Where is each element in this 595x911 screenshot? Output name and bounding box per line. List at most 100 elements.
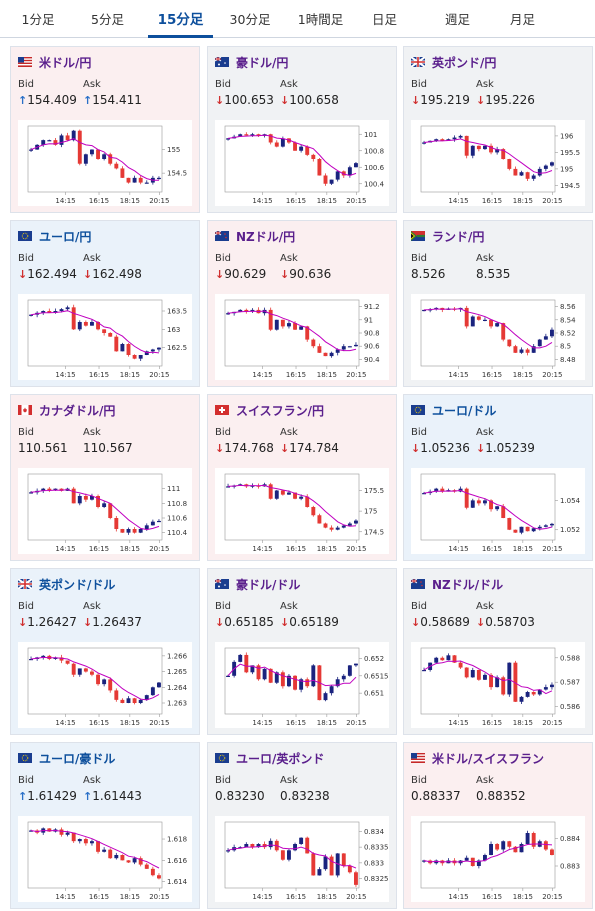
rate-card[interactable]: 豪ドル/円 Bid Ask ↓100.653 ↓100.658 101 100.8… bbox=[207, 46, 397, 213]
ask-number: 1.26437 bbox=[92, 615, 142, 629]
candle-body bbox=[470, 500, 475, 508]
candle-body bbox=[59, 657, 64, 661]
bid-value: 0.83230 bbox=[215, 789, 265, 803]
candle-body bbox=[347, 346, 352, 348]
candle-chart[interactable]: 0.652 0.6515 0.651 14:15 16:15 18:15 20:15 bbox=[215, 642, 389, 728]
pair-name[interactable]: NZドル/円 bbox=[236, 229, 296, 244]
tab-6[interactable]: 週足 bbox=[444, 12, 470, 27]
tab-3[interactable]: 30分足 bbox=[229, 12, 271, 27]
rate-card[interactable]: 米ドル/円 Bid Ask ↑154.409 ↑154.411 155 154.5… bbox=[10, 46, 200, 213]
candle-chart[interactable]: 196 195.5 195 194.5 14:15 16:15 18:15 20:15 bbox=[411, 120, 585, 206]
candle-body bbox=[280, 490, 285, 495]
candle-chart[interactable]: 1.266 1.265 1.264 1.263 14:15 16:15 18:15 20:15 bbox=[18, 642, 192, 728]
rate-card[interactable]: 豪ドル/ドル Bid Ask ↓0.65185 ↓0.65189 0.652 0.… bbox=[207, 568, 397, 735]
candle-body bbox=[83, 322, 88, 326]
candle-body bbox=[138, 699, 143, 703]
pair-name[interactable]: ユーロ/豪ドル bbox=[39, 751, 116, 766]
rate-card[interactable]: NZドル/ドル Bid Ask ↓0.58689 ↓0.58703 0.588 0… bbox=[403, 568, 593, 735]
x-tick-label: 14:15 bbox=[55, 719, 75, 727]
pair-name[interactable]: スイスフラン/円 bbox=[236, 403, 325, 418]
pair-name[interactable]: ユーロ/ドル bbox=[432, 403, 497, 418]
tab-7[interactable]: 月足 bbox=[509, 12, 535, 27]
candle-body bbox=[268, 309, 273, 330]
candle-body bbox=[41, 488, 46, 491]
rate-card[interactable]: 英ポンド/円 Bid Ask ↓195.219 ↓195.226 196 195.… bbox=[403, 46, 593, 213]
candle-body bbox=[29, 149, 33, 151]
tab-2[interactable]: 15分足 bbox=[148, 0, 213, 38]
candle-body bbox=[102, 329, 107, 333]
rate-card[interactable]: NZドル/円 Bid Ask ↓90.629 ↓90.636 91.2 91 90.… bbox=[207, 220, 397, 387]
pair-name[interactable]: ランド/円 bbox=[432, 229, 485, 244]
x-tick-label: 20:15 bbox=[542, 371, 562, 379]
candle-chart[interactable]: 8.56 8.54 8.52 8.5 8.48 14:15 16:15 18:15 20:15 bbox=[411, 294, 585, 380]
candle-body bbox=[317, 346, 322, 353]
x-tick-label: 16:15 bbox=[286, 719, 306, 727]
bid-value: ↑154.409 bbox=[18, 93, 77, 107]
pair-name[interactable]: ユーロ/英ポンド bbox=[236, 751, 325, 766]
tab-5[interactable]: 日足 bbox=[371, 12, 397, 27]
candle-body bbox=[519, 844, 524, 853]
candle-chart[interactable]: 91.2 91 90.8 90.6 90.4 14:15 16:15 18:15 20:15 bbox=[215, 294, 389, 380]
candle-body bbox=[77, 668, 82, 675]
x-tick-label: 16:15 bbox=[286, 545, 306, 553]
candle-body bbox=[464, 667, 469, 678]
moving-average-line bbox=[30, 656, 160, 701]
rate-card[interactable]: ユーロ/ドル Bid Ask ↓1.05236 ↓1.05239 1.054 1.… bbox=[403, 394, 593, 561]
candle-body bbox=[470, 145, 475, 156]
moving-average-line bbox=[30, 138, 159, 181]
candle-chart[interactable]: 0.834 0.8335 0.833 0.8325 14:15 16:15 18:15 20:… bbox=[215, 816, 389, 902]
bid-label: Bid bbox=[411, 775, 427, 786]
ask-number: 1.61443 bbox=[92, 789, 142, 803]
candle-chart[interactable]: 1.054 1.052 14:15 16:15 18:15 20:15 bbox=[411, 468, 585, 554]
pair-name[interactable]: ユーロ/円 bbox=[39, 229, 92, 244]
candle-chart[interactable]: 0.588 0.587 0.586 14:15 16:15 18:15 20:15 bbox=[411, 642, 585, 728]
candle-body bbox=[434, 488, 439, 492]
bid-value: ↑1.61429 bbox=[18, 789, 77, 803]
pair-name[interactable]: 豪ドル/円 bbox=[236, 55, 289, 70]
tab-4[interactable]: 1時間足 bbox=[297, 12, 344, 27]
candle-chart[interactable]: 163.5 163 162.5 14:15 16:15 18:15 20:15 bbox=[18, 294, 192, 380]
candle-body bbox=[126, 698, 131, 703]
ask-label: Ask bbox=[83, 79, 101, 90]
y-tick-label: 195.5 bbox=[560, 149, 580, 157]
pair-name[interactable]: 米ドル/スイスフラン bbox=[432, 751, 545, 766]
rate-card[interactable]: ユーロ/円 Bid Ask ↓162.494 ↓162.498 163.5 163… bbox=[10, 220, 200, 387]
x-tick-label: 14:15 bbox=[448, 893, 468, 901]
rate-card[interactable]: 米ドル/スイスフラン Bid Ask 0.88337 0.88352 0.884… bbox=[403, 742, 593, 909]
pair-name[interactable]: NZドル/ドル bbox=[432, 577, 504, 592]
candle-chart[interactable]: 155 154.5 14:15 16:15 18:15 20:15 bbox=[18, 120, 192, 206]
candle-body bbox=[341, 675, 346, 680]
x-tick-label: 18:15 bbox=[120, 719, 140, 727]
candle-body bbox=[525, 526, 530, 532]
pair-name[interactable]: カナダドル/円 bbox=[39, 403, 116, 418]
rate-card[interactable]: ランド/円 Bid Ask 8.526 8.535 8.56 8.54 8.52 8.… bbox=[403, 220, 593, 387]
candle-body bbox=[120, 529, 125, 533]
pair-name[interactable]: 米ドル/円 bbox=[39, 55, 92, 70]
candle-body bbox=[126, 344, 131, 355]
tab-0[interactable]: 1分足 bbox=[21, 12, 55, 27]
x-tick-label: 20:15 bbox=[149, 371, 169, 379]
candle-chart[interactable]: 101 100.8 100.6 100.4 14:15 16:15 18:15 20:15 bbox=[215, 120, 389, 206]
candle-chart[interactable]: 175.5 175 174.5 14:15 16:15 18:15 20:15 bbox=[215, 468, 389, 554]
rate-card[interactable]: ユーロ/英ポンド Bid Ask 0.83230 0.83238 0.834 0.… bbox=[207, 742, 397, 909]
rate-card[interactable]: 英ポンド/ドル Bid Ask ↓1.26427 ↓1.26437 1.266 1… bbox=[10, 568, 200, 735]
y-tick-label: 196 bbox=[560, 132, 574, 140]
currency-flag-icon bbox=[18, 405, 32, 415]
rate-card[interactable]: スイスフラン/円 Bid Ask ↓174.768 ↓174.784 175.5… bbox=[207, 394, 397, 561]
candle-chart[interactable]: 0.884 0.883 14:15 16:15 18:15 20:15 bbox=[411, 816, 585, 902]
bid-value: ↓195.219 bbox=[411, 93, 470, 107]
x-tick-label: 16:15 bbox=[89, 545, 109, 553]
candle-body bbox=[531, 346, 536, 353]
candle-body bbox=[495, 844, 500, 850]
candle-body bbox=[108, 679, 113, 691]
pair-name[interactable]: 英ポンド/ドル bbox=[39, 577, 116, 592]
tab-1[interactable]: 5分足 bbox=[91, 12, 124, 27]
rate-card[interactable]: カナダドル/円 Bid Ask 110.561 110.567 111 110.8… bbox=[10, 394, 200, 561]
down-arrow-icon: ↓ bbox=[280, 94, 290, 107]
rate-card[interactable]: ユーロ/豪ドル Bid Ask ↑1.61429 ↑1.61443 1.618 1… bbox=[10, 742, 200, 909]
pair-name[interactable]: 英ポンド/円 bbox=[432, 55, 497, 70]
candle-chart[interactable]: 1.618 1.616 1.614 14:15 16:15 18:15 20:15 bbox=[18, 816, 192, 902]
candle-chart[interactable]: 111 110.8 110.6 110.4 14:15 16:15 18:15 20:15 bbox=[18, 468, 192, 554]
x-tick-label: 14:15 bbox=[252, 371, 272, 379]
pair-name[interactable]: 豪ドル/ドル bbox=[236, 577, 301, 592]
